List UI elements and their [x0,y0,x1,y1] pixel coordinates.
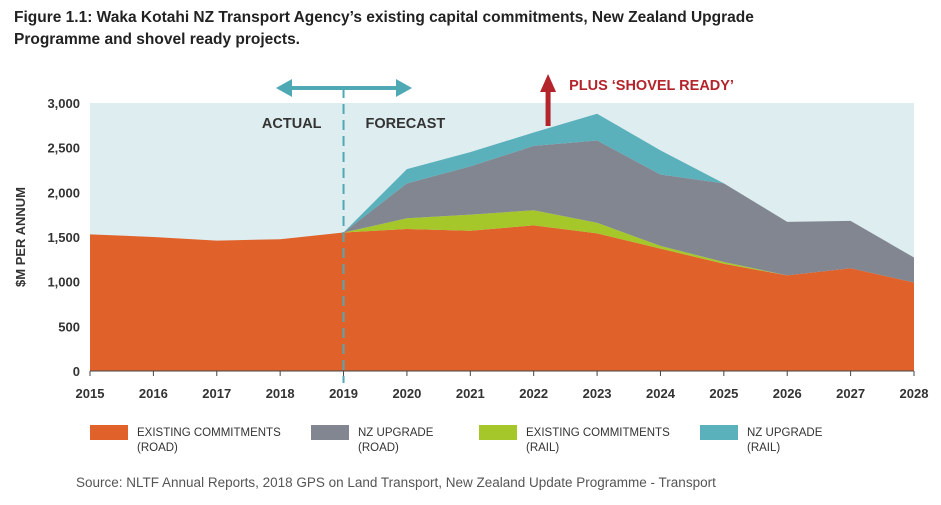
source-note: Source: NLTF Annual Reports, 2018 GPS on… [76,475,716,490]
area-existing-commitments-rail [90,210,914,283]
y-tick-label: 3,000 [47,96,80,111]
legend-label-sub: (ROAD) [358,442,399,454]
figure-title-line1: Figure 1.1: Waka Kotahi NZ Transport Age… [14,9,754,26]
x-tick-label: 2027 [836,386,865,401]
area-nz-upgrade-road [90,140,914,283]
y-tick-label: 500 [58,319,80,334]
x-tick-label: 2015 [76,386,105,401]
legend-swatch-existing-commitments-rail [479,425,517,440]
period-arrow-left-head [276,79,292,97]
figure-title: Figure 1.1: Waka Kotahi NZ Transport Age… [14,7,914,51]
x-tick-label: 2017 [202,386,231,401]
x-tick-label: 2028 [900,386,929,401]
shovel-ready-arrow-shaft [545,90,551,126]
x-tick-label: 2019 [329,386,358,401]
x-tick-label: 2022 [519,386,548,401]
area-nz-upgrade-rail [90,113,914,258]
legend-label: NZ UPGRADE [358,427,434,439]
legend-label-sub: (RAIL) [747,442,780,454]
legend-label-sub: (ROAD) [137,442,178,454]
legend-swatch-nz-upgrade-road [311,425,349,440]
y-tick-label: 0 [73,364,80,379]
legend-label: EXISTING COMMITMENTS [137,427,281,439]
y-axis-label: $M PER ANNUM [13,187,28,287]
x-tick-label: 2025 [709,386,738,401]
actual-label: ACTUAL [262,116,322,132]
legend-label: NZ UPGRADE [747,427,823,439]
x-tick-label: 2021 [456,386,485,401]
shovel-ready-label: PLUS ‘SHOVEL READY’ [569,78,734,94]
legend-swatch-nz-upgrade-rail [700,425,738,440]
legend-label-sub: (RAIL) [526,442,559,454]
y-tick-label: 2,500 [47,141,80,156]
area-existing-commitments-road [90,225,914,371]
x-tick-label: 2020 [392,386,421,401]
period-arrow-right-head [396,79,412,97]
x-tick-label: 2023 [583,386,612,401]
x-tick-label: 2018 [266,386,295,401]
y-tick-label: 1,500 [47,230,80,245]
legend-label: EXISTING COMMITMENTS [526,427,670,439]
y-tick-label: 2,000 [47,185,80,200]
figure-title-line2: Programme and shovel ready projects. [14,31,300,48]
forecast-label: FORECAST [366,116,446,132]
shovel-ready-arrow-head [540,74,557,92]
x-tick-label: 2024 [646,386,676,401]
x-tick-label: 2026 [773,386,802,401]
x-tick-label: 2016 [139,386,168,401]
y-tick-label: 1,000 [47,275,80,290]
legend-swatch-existing-commitments-road [90,425,128,440]
